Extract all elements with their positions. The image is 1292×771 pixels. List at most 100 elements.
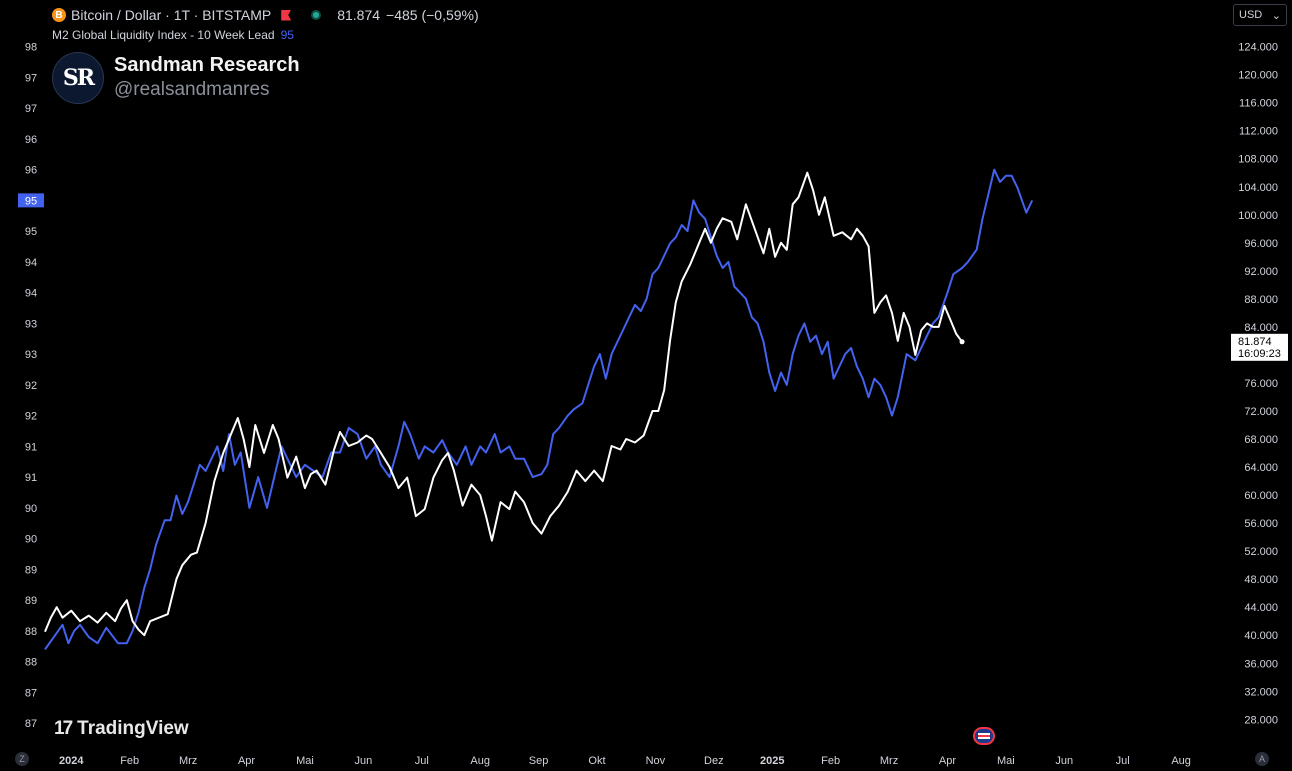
m2-value-tag-label: 95 xyxy=(25,195,37,207)
us-event-icon[interactable] xyxy=(973,727,995,745)
price-tick-label: 92.000 xyxy=(1244,266,1278,278)
price-tick-label: 112.000 xyxy=(1239,126,1278,138)
price-tag-countdown: 16:09:23 xyxy=(1238,348,1281,360)
bitcoin-icon: B xyxy=(52,8,66,22)
price-tick-label: 120.000 xyxy=(1238,70,1278,82)
price-tick-label: 108.000 xyxy=(1238,154,1278,166)
price-tick-label: 60.000 xyxy=(1244,490,1278,502)
time-tick-label: Feb xyxy=(821,755,840,767)
market-open-icon xyxy=(311,10,322,20)
time-tick-label: Jun xyxy=(1055,755,1073,767)
sandman-logo: SR xyxy=(52,52,104,104)
time-tick-label: 2024 xyxy=(59,755,84,767)
chevron-down-icon: ⌄ xyxy=(1271,9,1281,22)
tradingview-name: TradingView xyxy=(77,718,189,739)
price-change: −485 (−0,59%) xyxy=(386,7,479,23)
m2-tick-label: 88 xyxy=(25,657,37,669)
m2-tick-label: 89 xyxy=(25,595,37,607)
price-tick-label: 88.000 xyxy=(1244,294,1278,306)
m2-tick-label: 90 xyxy=(25,503,37,515)
time-tick-label: Apr xyxy=(939,755,956,767)
last-price: 81.874 xyxy=(337,7,381,23)
m2-tick-label: 96 xyxy=(25,134,37,146)
time-tick-label: Apr xyxy=(238,755,255,767)
time-tick-label: Okt xyxy=(588,755,605,767)
time-tick-label: Nov xyxy=(646,755,666,767)
m2-value-tag xyxy=(18,193,44,208)
m2-tick-label: 98 xyxy=(25,42,37,54)
time-tick-label: Jun xyxy=(354,755,372,767)
m2-tick-label: 93 xyxy=(25,349,37,361)
time-tick-label: Jul xyxy=(1116,755,1130,767)
m2-tick-label: 96 xyxy=(25,165,37,177)
m2-tick-label: 89 xyxy=(25,564,37,576)
indicator-legend[interactable]: M2 Global Liquidity Index - 10 Week Lead… xyxy=(52,28,294,42)
time-axis[interactable]: 2024 Feb Mrz Apr Mai Jun Jul Aug Sep Okt Nov Dez 202… xyxy=(59,755,1191,767)
m2-tick-label: 88 xyxy=(25,626,37,638)
m2-tick-label: 97 xyxy=(25,103,37,115)
price-tick-label: 52.000 xyxy=(1244,546,1278,558)
time-tick-label: Mai xyxy=(997,755,1015,767)
time-tick-label: Aug xyxy=(470,755,490,767)
price-tag-value: 81.874 xyxy=(1238,336,1272,348)
m2-tick-label: 94 xyxy=(25,257,37,269)
price-tick-label: 100.000 xyxy=(1238,210,1278,222)
price-tick-label: 36.000 xyxy=(1244,658,1278,670)
price-tick-label: 124.000 xyxy=(1238,42,1278,54)
m2-tick-label: 92 xyxy=(25,411,37,423)
btc-price-line[interactable] xyxy=(44,171,963,637)
time-tick-label: Dez xyxy=(704,755,724,767)
symbol-header[interactable]: B Bitcoin / Dollar · 1T · BITSTAMP 81.87… xyxy=(52,6,479,24)
m2-liquidity-line[interactable] xyxy=(44,168,1034,650)
flag-icon[interactable] xyxy=(281,9,292,21)
m2-tick-label: 95 xyxy=(25,226,37,238)
m2-axis[interactable]: 98 97 97 96 96 95 95 94 94 93 93 92 92 91 91 90 90 89 89 88… xyxy=(18,42,44,731)
time-tick-label: 2025 xyxy=(760,755,784,767)
price-tick-label: 84.000 xyxy=(1244,322,1278,334)
price-tick-label: 28.000 xyxy=(1244,714,1278,726)
price-tick-label: 56.000 xyxy=(1244,518,1278,530)
time-tick-label: Feb xyxy=(120,755,139,767)
time-tick-label: Mrz xyxy=(179,755,197,767)
time-tick-label: Mrz xyxy=(880,755,898,767)
m2-tick-label: 97 xyxy=(25,72,37,84)
brand-handle: @realsandmanres xyxy=(114,79,270,100)
price-axis[interactable]: 124.000 120.000 116.000 112.000 108.000 104.0… xyxy=(1231,42,1288,727)
price-tick-label: 96.000 xyxy=(1244,238,1278,250)
m2-tick-label: 93 xyxy=(25,318,37,330)
time-tick-label: Mai xyxy=(296,755,314,767)
chart-lines xyxy=(44,168,1034,650)
m2-tick-label: 92 xyxy=(25,380,37,392)
auto-scale-z-button[interactable]: Z xyxy=(15,752,29,766)
price-tick-label: 104.000 xyxy=(1238,182,1278,194)
price-tick-label: 48.000 xyxy=(1244,574,1278,586)
time-tick-label: Sep xyxy=(529,755,549,767)
indicator-name[interactable]: M2 Global Liquidity Index - 10 Week Lead xyxy=(52,28,275,42)
m2-tick-label: 91 xyxy=(25,441,37,453)
currency-value: USD xyxy=(1239,9,1263,21)
currency-select[interactable]: USD ⌄ xyxy=(1233,4,1287,26)
brand-name: Sandman Research xyxy=(114,54,300,76)
indicator-value: 95 xyxy=(280,28,294,42)
m2-tick-label: 87 xyxy=(25,687,37,699)
price-tick-label: 72.000 xyxy=(1244,406,1278,418)
price-tick-label: 68.000 xyxy=(1244,434,1278,446)
auto-scale-a-button[interactable]: A xyxy=(1255,752,1269,766)
m2-tick-label: 87 xyxy=(25,718,37,730)
tradingview-watermark: 17 TradingView xyxy=(54,718,189,740)
time-tick-label: Aug xyxy=(1171,755,1191,767)
symbol-title[interactable]: Bitcoin / Dollar · 1T · BITSTAMP xyxy=(71,7,272,23)
price-tag xyxy=(1231,333,1288,361)
price-tick-label: 116.000 xyxy=(1239,98,1278,110)
price-tick-label: 76.000 xyxy=(1244,378,1278,390)
btc-last-point xyxy=(959,339,965,345)
price-tick-label: 32.000 xyxy=(1244,686,1278,698)
m2-tick-label: 94 xyxy=(25,288,37,300)
price-tick-label: 44.000 xyxy=(1244,602,1278,614)
tradingview-logo-icon: 17 xyxy=(54,718,73,739)
price-tick-label: 64.000 xyxy=(1244,462,1278,474)
time-tick-label: Jul xyxy=(415,755,429,767)
brand-overlay: SR Sandman Research @realsandmanres xyxy=(52,52,300,104)
price-tick-label: 40.000 xyxy=(1244,630,1278,642)
